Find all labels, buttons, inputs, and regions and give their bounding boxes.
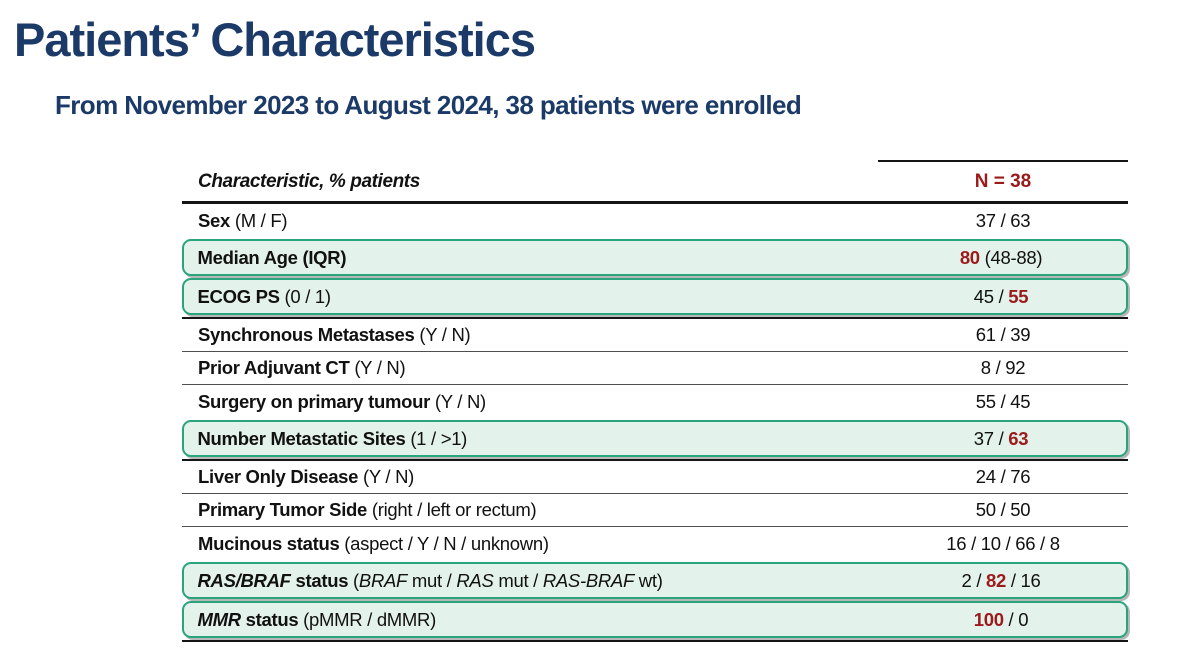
row-label: Number Metastatic Sites (1 / >1): [197, 427, 468, 449]
table-row: Mucinous status (aspect / Y / N / unknow…: [182, 527, 1128, 560]
row-value: 50 / 50: [975, 499, 1031, 520]
table-header-row: Characteristic, % patients N = 38: [182, 162, 1128, 204]
row-label: Sex (M / F): [198, 209, 288, 231]
row-label: Synchronous Metastases (Y / N): [198, 324, 471, 345]
row-value: 61 / 39: [975, 324, 1031, 345]
row-label: Liver Only Disease (Y / N): [198, 466, 415, 487]
row-value: 45 / 55: [973, 285, 1029, 307]
table-row: Prior Adjuvant CT (Y / N) 8 / 92: [182, 352, 1128, 385]
row-label: ECOG PS (0 / 1): [197, 285, 332, 307]
table-row: Surgery on primary tumour (Y / N) 55 / 45: [182, 385, 1128, 418]
row-value: 100 / 0: [973, 608, 1029, 630]
column-header-n: N = 38: [974, 170, 1032, 192]
row-value: 24 / 76: [975, 466, 1031, 487]
row-label: Median Age (IQR): [197, 246, 347, 268]
row-label: Mucinous status (aspect / Y / N / unknow…: [198, 532, 549, 554]
table-row: Liver Only Disease (Y / N) 24 / 76: [182, 461, 1128, 494]
page-title: Patients’ Characteristics: [14, 13, 536, 66]
column-header-characteristic: Characteristic, % patients: [198, 170, 420, 192]
table-row: Median Age (IQR) 80 (48-88): [182, 239, 1128, 276]
row-value: 8 / 92: [980, 357, 1026, 378]
table-row: RAS/BRAF status (BRAF mut / RAS mut / RA…: [182, 562, 1128, 599]
row-value: 80 (48-88): [959, 246, 1043, 268]
row-label: Primary Tumor Side (right / left or rect…: [198, 499, 537, 520]
characteristics-table: Characteristic, % patients N = 38 Sex (M…: [182, 160, 1128, 642]
page-subtitle: From November 2023 to August 2024, 38 pa…: [55, 90, 802, 120]
table-row: Primary Tumor Side (right / left or rect…: [182, 494, 1128, 527]
row-value: 37 / 63: [973, 427, 1029, 449]
row-value: 16 / 10 / 66 / 8: [946, 532, 1060, 554]
table-row: ECOG PS (0 / 1) 45 / 55: [182, 278, 1128, 315]
table-bottom-line: [182, 640, 1128, 642]
table-row: MMR status (pMMR / dMMR) 100 / 0: [182, 601, 1128, 638]
table-row: Number Metastatic Sites (1 / >1) 37 / 63: [182, 420, 1128, 457]
row-value: 2 / 82 / 16: [961, 569, 1041, 591]
table-row: Synchronous Metastases (Y / N) 61 / 39: [182, 319, 1128, 352]
row-divider: [182, 317, 1128, 319]
row-divider: [182, 459, 1128, 461]
row-value: 55 / 45: [975, 390, 1031, 412]
n-column-overline: [878, 160, 1128, 162]
table-row: Sex (M / F) 37 / 63: [182, 204, 1128, 237]
row-value: 37 / 63: [975, 209, 1031, 231]
table-rows: Sex (M / F) 37 / 63 Median Age (IQR) 80 (48…: [182, 204, 1128, 638]
row-label: MMR status (pMMR / dMMR): [197, 608, 437, 630]
row-label: RAS/BRAF status (BRAF mut / RAS mut / RA…: [197, 569, 663, 591]
row-label: Surgery on primary tumour (Y / N): [198, 390, 486, 412]
row-label: Prior Adjuvant CT (Y / N): [198, 357, 406, 378]
